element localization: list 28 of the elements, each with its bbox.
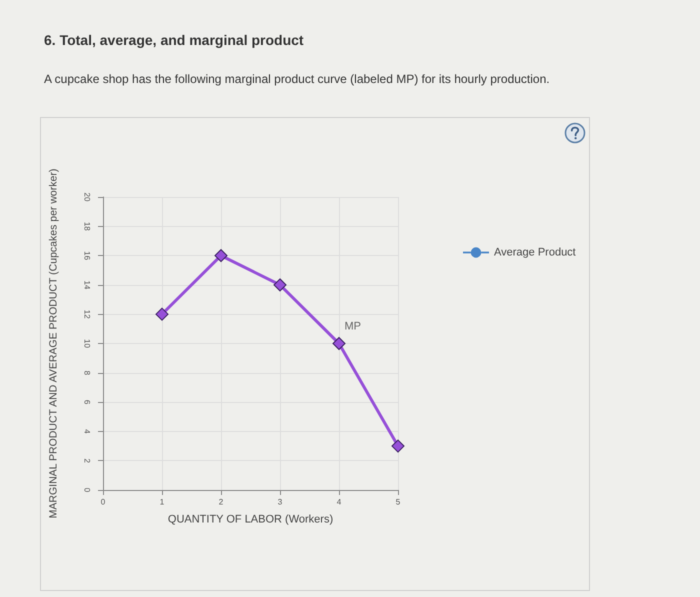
y-tick-label: 20	[82, 192, 92, 202]
y-tick-label: 12	[82, 310, 92, 320]
point	[392, 440, 404, 453]
y-axis-title: MARGINAL PRODUCT AND AVERAGE PRODUCT (Cupcakes per worker)	[48, 168, 60, 518]
chart-title: 6. Total, average, and marginal product	[44, 32, 304, 48]
y-tick-label: 16	[82, 251, 92, 261]
point	[156, 308, 168, 321]
point	[274, 278, 286, 292]
y-tick-label: 2	[82, 458, 92, 464]
x-tick-label: 0	[100, 498, 106, 506]
x-tick-label: 3	[278, 498, 283, 506]
y-tick-label: 6	[82, 400, 92, 405]
x-tick-label: 1	[160, 498, 165, 506]
y-tick-label: 18	[82, 222, 92, 232]
chart-subtitle: A cupcake shop has the following marginal product curve (labeled MP) for its hourly production.	[44, 72, 550, 86]
y-tick-label: 14	[82, 280, 92, 290]
x-tick-label: 5	[396, 498, 401, 506]
x-tick-label: 4	[336, 498, 342, 506]
x-tick-label: 2	[218, 498, 224, 506]
point	[332, 337, 346, 350]
y-tick-label: 4	[82, 429, 92, 434]
x-axis-title: QUANTITY OF LABOR (Workers)	[168, 514, 334, 526]
legend-label: Average Product	[494, 246, 576, 258]
y-tick-label: 8	[82, 370, 92, 376]
series-label: MP	[344, 320, 361, 332]
y-tick-label: 0	[82, 488, 92, 493]
point	[214, 249, 228, 262]
y-tick-label: 10	[82, 339, 92, 348]
